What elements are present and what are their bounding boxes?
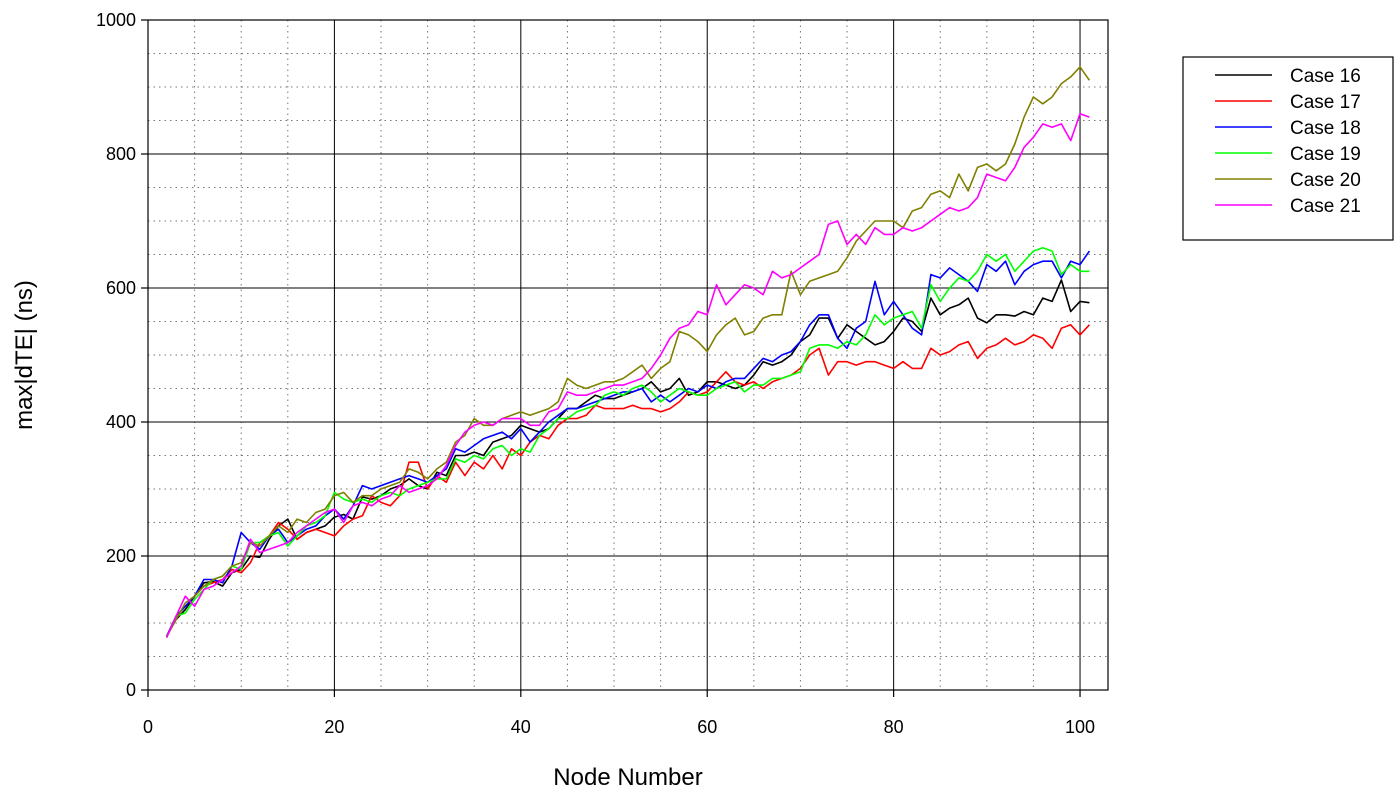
- series-line-case-16: [165, 279, 1090, 637]
- series-line-case-17: [165, 323, 1090, 637]
- legend-box: [1182, 56, 1394, 241]
- series-line-case-18: [165, 250, 1091, 637]
- y-tick-label: 800: [106, 144, 136, 164]
- y-axis-title: max|dTE| (ns): [11, 280, 38, 430]
- series-line-case-20: [165, 66, 1091, 637]
- series-line-case-19: [165, 247, 1090, 639]
- x-tick-label: 40: [511, 717, 531, 737]
- y-tick-label: 1000: [96, 10, 136, 30]
- grid-lines: [148, 20, 1108, 690]
- series-line-case-21: [165, 113, 1090, 639]
- legend-label: Case 21: [1290, 196, 1361, 217]
- legend-label: Case 19: [1290, 144, 1361, 165]
- legend-label: Case 20: [1290, 170, 1361, 191]
- legend-label: Case 16: [1290, 66, 1361, 87]
- x-tick-label: 100: [1065, 717, 1095, 737]
- y-tick-label: 400: [106, 412, 136, 432]
- legend-label: Case 17: [1290, 92, 1361, 113]
- x-tick-label: 20: [324, 717, 344, 737]
- x-tick-label: 60: [697, 717, 717, 737]
- axis-ticks: [141, 19, 1081, 697]
- plot-frame: [147, 19, 1109, 691]
- y-tick-label: 0: [126, 680, 136, 700]
- x-tick-label: 80: [884, 717, 904, 737]
- y-tick-label: 600: [106, 278, 136, 298]
- y-tick-label: 200: [106, 546, 136, 566]
- x-tick-label: 0: [143, 717, 153, 737]
- legend: Case 16 Case 17 Case 18 Case 19 Case 20 Case …: [1182, 56, 1394, 241]
- legend-label: Case 18: [1290, 118, 1361, 139]
- series-lines: [165, 66, 1091, 639]
- x-axis-title: Node Number: [553, 764, 702, 791]
